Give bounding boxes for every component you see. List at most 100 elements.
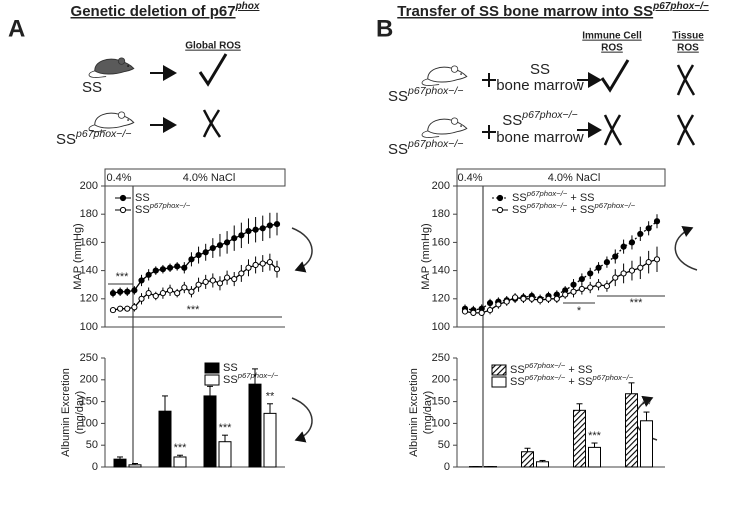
data-point bbox=[570, 288, 577, 295]
panel-letter: B bbox=[376, 15, 393, 42]
data-point bbox=[216, 280, 224, 287]
data-point bbox=[109, 290, 117, 297]
data-point bbox=[159, 266, 167, 273]
y-tick-label: 140 bbox=[80, 265, 98, 277]
legend-label: SS bbox=[223, 362, 238, 374]
data-point bbox=[117, 305, 124, 312]
data-point bbox=[637, 264, 644, 271]
significance-label: ** bbox=[266, 391, 275, 403]
phase-label: 4.0% NaCl bbox=[548, 172, 601, 184]
data-point bbox=[195, 251, 202, 259]
x-mark bbox=[676, 114, 696, 146]
y-tick-label: 0 bbox=[444, 461, 450, 473]
bar bbox=[263, 412, 277, 468]
data-point bbox=[553, 295, 560, 302]
data-point bbox=[223, 274, 231, 281]
legend-swatch bbox=[204, 374, 220, 386]
curved-arrow bbox=[291, 397, 313, 443]
y-axis-label: (mg/day) bbox=[74, 391, 86, 434]
data-point bbox=[511, 294, 519, 301]
data-point bbox=[645, 259, 652, 266]
data-point bbox=[223, 239, 231, 246]
data-point bbox=[216, 242, 224, 249]
y-tick-label: 50 bbox=[438, 439, 450, 451]
phase-banner bbox=[104, 168, 286, 187]
data-point bbox=[138, 295, 145, 302]
legend-swatch bbox=[491, 376, 507, 388]
legend-marker bbox=[496, 206, 504, 214]
bar bbox=[203, 395, 217, 468]
row-label: SSp67phox−/− bbox=[56, 128, 131, 148]
data-point bbox=[595, 281, 602, 288]
significance-label: * bbox=[577, 305, 582, 317]
data-point bbox=[470, 309, 477, 316]
data-point bbox=[578, 285, 585, 293]
bar bbox=[588, 446, 601, 468]
y-axis-label: MAP (mmHg) bbox=[72, 223, 84, 289]
data-point bbox=[174, 263, 181, 270]
legend-swatch bbox=[204, 362, 220, 374]
data-point bbox=[486, 306, 494, 314]
data-point bbox=[245, 228, 252, 235]
significance-label: *** bbox=[116, 271, 130, 283]
bar bbox=[248, 383, 262, 468]
data-point bbox=[145, 271, 152, 278]
plus-sign bbox=[482, 73, 496, 139]
data-point bbox=[195, 281, 202, 288]
bar bbox=[128, 464, 142, 468]
data-point bbox=[520, 295, 527, 302]
data-point bbox=[545, 295, 552, 302]
data-point bbox=[478, 309, 485, 316]
rat-icon bbox=[421, 117, 468, 139]
data-point bbox=[486, 299, 494, 307]
data-point bbox=[252, 261, 259, 269]
y-tick-label: 200 bbox=[80, 374, 98, 386]
data-point bbox=[620, 270, 627, 277]
data-point bbox=[603, 283, 611, 290]
y-tick-label: 0 bbox=[92, 461, 98, 473]
curved-arrow bbox=[674, 225, 698, 271]
significance-label: *** bbox=[187, 304, 201, 316]
row-label: SS bbox=[82, 79, 102, 96]
legend-label: SSp67phox−/− bbox=[223, 371, 279, 386]
bar bbox=[640, 420, 653, 468]
check-mark bbox=[600, 59, 630, 93]
data-point bbox=[495, 301, 502, 308]
transplant-label: SSp67phox−/− bbox=[502, 109, 577, 129]
data-point bbox=[188, 256, 195, 263]
y-tick-label: 120 bbox=[80, 293, 98, 305]
y-tick-label: 100 bbox=[80, 321, 98, 333]
significance-label: *** bbox=[174, 442, 188, 454]
x-mark bbox=[202, 109, 222, 138]
bar bbox=[536, 461, 549, 468]
row-label: SSp67phox−/− bbox=[388, 85, 463, 105]
data-point bbox=[562, 291, 569, 298]
data-point bbox=[645, 225, 652, 232]
y-tick-label: 150 bbox=[432, 396, 450, 408]
y-tick-label: 160 bbox=[80, 236, 98, 248]
transplant-label: bone marrow bbox=[496, 129, 584, 146]
data-point bbox=[637, 230, 644, 238]
series-line bbox=[112, 223, 278, 294]
bar bbox=[113, 458, 127, 468]
data-point bbox=[166, 287, 174, 294]
y-axis-label: Albumin Excretion bbox=[60, 368, 72, 457]
data-point bbox=[578, 275, 585, 283]
y-tick-label: 100 bbox=[432, 417, 450, 429]
legend-label: SSp67phox−/− + SS bbox=[510, 361, 593, 376]
data-point bbox=[238, 232, 245, 239]
data-point bbox=[266, 259, 273, 266]
data-point bbox=[587, 284, 594, 291]
legend-swatch bbox=[491, 364, 507, 376]
y-tick-label: 50 bbox=[86, 439, 98, 451]
data-point bbox=[238, 270, 245, 277]
y-tick-label: 200 bbox=[432, 180, 450, 192]
data-point bbox=[612, 274, 619, 281]
bar bbox=[573, 409, 586, 468]
data-point bbox=[181, 264, 188, 271]
data-point bbox=[653, 256, 661, 263]
y-tick-label: 250 bbox=[432, 352, 450, 364]
significance-label: *** bbox=[588, 430, 602, 442]
y-tick-label: 100 bbox=[432, 321, 450, 333]
data-point bbox=[138, 277, 145, 284]
